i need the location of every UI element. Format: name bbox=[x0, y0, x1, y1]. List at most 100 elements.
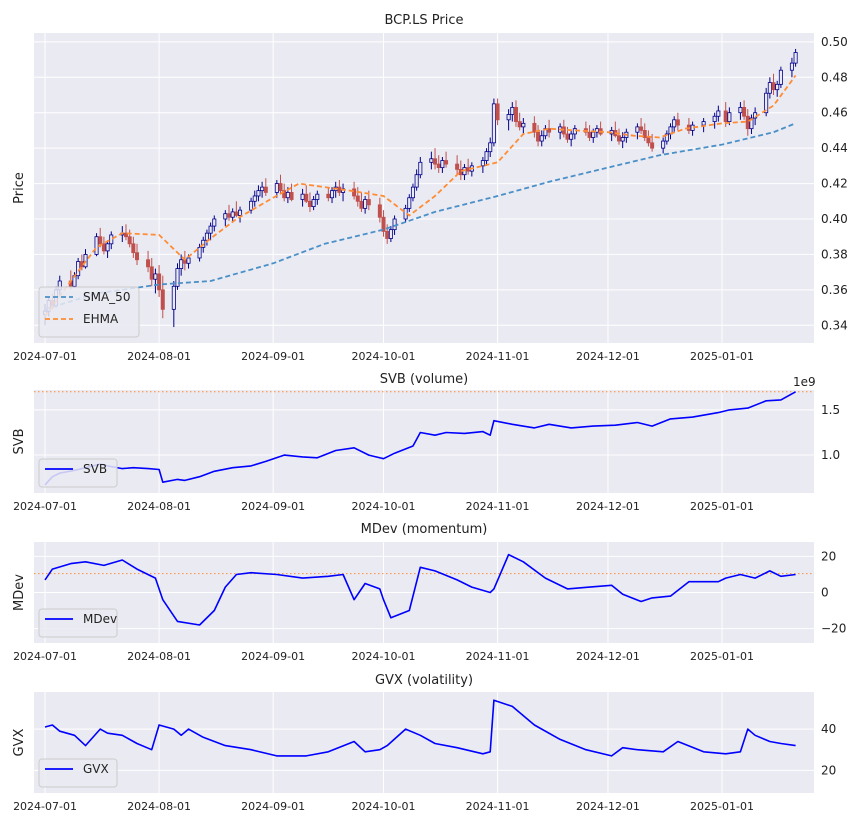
panel-1: 2024-07-01 2024-08-01 2024-09-01 2024-10-01… bbox=[12, 13, 848, 363]
candle-body bbox=[149, 266, 154, 280]
candle-body bbox=[506, 114, 511, 121]
candle-body bbox=[171, 285, 176, 310]
candle-body bbox=[135, 252, 140, 261]
candle-body bbox=[701, 121, 706, 126]
candle-body bbox=[212, 218, 217, 227]
candle-body bbox=[418, 161, 423, 176]
x-tick-label: 2024-10-01 bbox=[352, 800, 416, 813]
data-layer bbox=[34, 553, 814, 626]
candle-body bbox=[123, 232, 128, 238]
candle-body bbox=[289, 192, 294, 200]
candle-body bbox=[127, 236, 132, 245]
candle-body bbox=[749, 117, 754, 130]
y-tick-label: 0.42 bbox=[821, 177, 848, 191]
x-tick-label: 2024-08-01 bbox=[127, 650, 191, 663]
y-tick-label: 0.44 bbox=[821, 141, 848, 155]
candle-body bbox=[650, 142, 655, 149]
candle-body bbox=[723, 110, 728, 122]
series-line-mdev bbox=[44, 553, 796, 626]
candle-body bbox=[186, 257, 191, 264]
x-tick-label: 2024-11-01 bbox=[466, 350, 530, 363]
candle-body bbox=[263, 186, 268, 193]
candle-body bbox=[204, 232, 209, 241]
candle-body bbox=[513, 107, 518, 122]
x-tick-label: 2024-08-01 bbox=[127, 800, 191, 813]
data-layer bbox=[44, 699, 796, 757]
candle-body bbox=[742, 107, 747, 117]
candle-body bbox=[226, 213, 231, 218]
candle-body bbox=[407, 197, 412, 209]
candle-body bbox=[738, 107, 743, 114]
candle-body bbox=[646, 137, 651, 144]
y-tick-label: 0.36 bbox=[821, 283, 848, 297]
candle-body bbox=[488, 142, 493, 153]
x-tick-label: 2024-08-01 bbox=[127, 500, 191, 513]
x-tick-label: 2024-10-01 bbox=[352, 500, 416, 513]
legend-box bbox=[38, 286, 140, 338]
candle-body bbox=[234, 211, 239, 216]
candle-body bbox=[591, 131, 596, 138]
candle-body bbox=[223, 213, 228, 220]
legend-label: SVB bbox=[83, 462, 107, 476]
candle-body bbox=[712, 115, 717, 122]
candle-body bbox=[363, 199, 368, 209]
candle-body bbox=[620, 137, 625, 142]
candle-body bbox=[716, 110, 721, 117]
legend-label: EHMA bbox=[83, 312, 119, 326]
panel-2: 2024-07-01 2024-08-01 2024-09-01 2024-10-01… bbox=[12, 372, 840, 513]
legend-label: MDev bbox=[83, 612, 117, 626]
candle-body bbox=[536, 131, 541, 142]
x-tick-label: 2024-07-01 bbox=[13, 800, 77, 813]
data-layer bbox=[34, 391, 814, 486]
candle-body bbox=[105, 243, 110, 252]
candle-body bbox=[455, 163, 460, 170]
y-tick-label: 0.40 bbox=[821, 212, 848, 226]
candle-body bbox=[410, 186, 415, 199]
x-tick-label: 2025-01-01 bbox=[690, 500, 754, 513]
candle-body bbox=[778, 69, 783, 85]
candle-body bbox=[547, 128, 552, 133]
legend-label: GVX bbox=[83, 762, 109, 776]
candle-body bbox=[635, 126, 640, 133]
candle-body bbox=[458, 168, 463, 176]
x-tick-label: 2024-09-01 bbox=[241, 800, 305, 813]
candle-body bbox=[433, 158, 438, 165]
candle-body bbox=[392, 218, 397, 231]
candle-body bbox=[300, 193, 305, 200]
x-tick-label: 2024-09-01 bbox=[241, 650, 305, 663]
candle-body bbox=[330, 190, 335, 199]
candle-body bbox=[789, 62, 794, 71]
candle-body bbox=[311, 199, 316, 207]
candle-body bbox=[569, 133, 574, 140]
x-tick-label: 2024-08-01 bbox=[127, 350, 191, 363]
y-axis-label: MDev bbox=[12, 574, 27, 611]
legend: MDev bbox=[38, 608, 118, 638]
x-tick-label: 2024-07-01 bbox=[13, 650, 77, 663]
candle-body bbox=[179, 259, 184, 270]
x-tick-label: 2024-12-01 bbox=[576, 350, 640, 363]
candle-body bbox=[484, 151, 489, 161]
series-line-svb bbox=[44, 391, 796, 486]
candle-body bbox=[175, 268, 180, 287]
candle-body bbox=[359, 200, 364, 209]
candle-body bbox=[639, 126, 644, 131]
candle-body bbox=[304, 193, 309, 202]
x-tick-label: 2024-12-01 bbox=[576, 650, 640, 663]
candle-body bbox=[594, 128, 599, 133]
x-tick-label: 2025-01-01 bbox=[690, 350, 754, 363]
candle-body bbox=[146, 259, 151, 268]
x-tick-label: 2025-01-01 bbox=[690, 650, 754, 663]
candle-body bbox=[260, 186, 265, 192]
candle-body bbox=[101, 243, 106, 252]
candle-body bbox=[510, 107, 515, 115]
y-axis-label: Price bbox=[12, 172, 27, 204]
y-tick-label: 20 bbox=[821, 763, 836, 777]
legend-box bbox=[38, 458, 118, 488]
y-axis-label: SVB bbox=[12, 428, 27, 454]
candle-body bbox=[491, 103, 496, 144]
series-line-ehma bbox=[44, 74, 797, 317]
candle-body bbox=[282, 190, 287, 199]
candle-body bbox=[675, 119, 680, 126]
candle-body bbox=[278, 183, 283, 192]
